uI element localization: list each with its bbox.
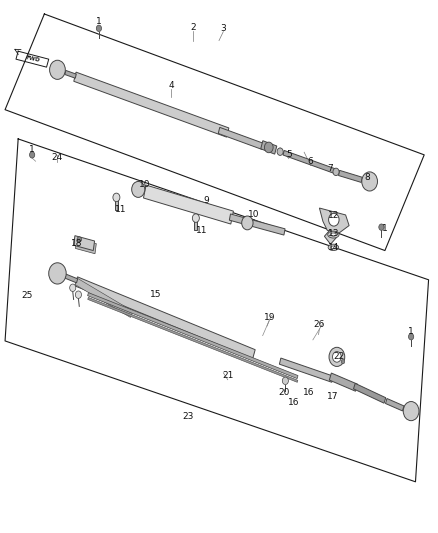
Polygon shape: [88, 293, 298, 378]
Circle shape: [75, 291, 81, 298]
Polygon shape: [218, 127, 263, 149]
Polygon shape: [115, 199, 118, 209]
Text: 3: 3: [220, 24, 226, 33]
Text: 17: 17: [327, 392, 338, 401]
Polygon shape: [65, 274, 78, 283]
Circle shape: [96, 25, 102, 31]
Polygon shape: [230, 214, 285, 235]
Text: 6: 6: [308, 157, 314, 166]
Text: 25: 25: [21, 291, 32, 300]
Text: 9: 9: [203, 196, 209, 205]
Polygon shape: [329, 373, 357, 391]
Text: FWD: FWD: [25, 55, 40, 63]
Text: 11: 11: [115, 205, 127, 214]
Circle shape: [328, 213, 339, 226]
Text: 4: 4: [168, 81, 174, 90]
Polygon shape: [75, 238, 96, 254]
Text: 26: 26: [314, 320, 325, 329]
Text: 8: 8: [364, 173, 370, 182]
Text: 13: 13: [328, 229, 339, 238]
Text: 20: 20: [278, 388, 290, 397]
Text: 1: 1: [408, 327, 414, 336]
Circle shape: [49, 263, 66, 284]
Ellipse shape: [328, 244, 339, 251]
Polygon shape: [319, 208, 349, 233]
Circle shape: [332, 352, 341, 362]
Circle shape: [277, 148, 283, 156]
Polygon shape: [261, 141, 277, 154]
Circle shape: [329, 348, 345, 367]
Polygon shape: [385, 399, 404, 411]
Circle shape: [242, 216, 253, 230]
Text: 2: 2: [190, 23, 196, 32]
Text: 12: 12: [328, 212, 339, 221]
Circle shape: [113, 193, 120, 201]
Circle shape: [403, 401, 419, 421]
Text: 1: 1: [382, 224, 388, 233]
Text: 24: 24: [52, 153, 63, 162]
Polygon shape: [339, 171, 362, 182]
Text: 1: 1: [29, 145, 35, 154]
Text: 5: 5: [286, 150, 292, 159]
Text: 19: 19: [264, 312, 275, 321]
Polygon shape: [279, 358, 333, 382]
Ellipse shape: [331, 233, 336, 236]
Polygon shape: [353, 383, 386, 403]
Text: 10: 10: [139, 180, 151, 189]
Circle shape: [29, 152, 35, 158]
Text: 10: 10: [248, 210, 260, 219]
Polygon shape: [194, 220, 198, 230]
Ellipse shape: [328, 231, 339, 238]
Circle shape: [409, 334, 414, 340]
Circle shape: [49, 60, 65, 79]
Circle shape: [70, 284, 76, 292]
Circle shape: [192, 214, 199, 222]
Circle shape: [362, 172, 378, 191]
Polygon shape: [144, 185, 233, 224]
Text: 16: 16: [303, 388, 314, 397]
Polygon shape: [75, 277, 255, 359]
Circle shape: [333, 168, 339, 175]
Circle shape: [379, 224, 384, 230]
Polygon shape: [74, 236, 95, 251]
Text: 15: 15: [150, 289, 162, 298]
Text: 23: 23: [183, 412, 194, 421]
Text: 1: 1: [96, 18, 102, 27]
Polygon shape: [283, 150, 337, 174]
Circle shape: [265, 142, 273, 153]
Circle shape: [341, 360, 345, 364]
Polygon shape: [88, 297, 298, 382]
Text: 18: 18: [71, 239, 83, 248]
Text: 7: 7: [328, 164, 333, 173]
Text: 14: 14: [328, 244, 339, 253]
Text: 16: 16: [288, 398, 300, 407]
Polygon shape: [75, 278, 133, 318]
Text: 22: 22: [333, 352, 345, 361]
Circle shape: [132, 181, 145, 197]
Ellipse shape: [331, 246, 336, 249]
Polygon shape: [325, 230, 336, 244]
Polygon shape: [65, 70, 76, 78]
Circle shape: [283, 377, 288, 384]
Circle shape: [77, 237, 81, 242]
Text: 11: 11: [196, 226, 207, 235]
Text: 21: 21: [222, 371, 233, 380]
Polygon shape: [74, 72, 229, 137]
